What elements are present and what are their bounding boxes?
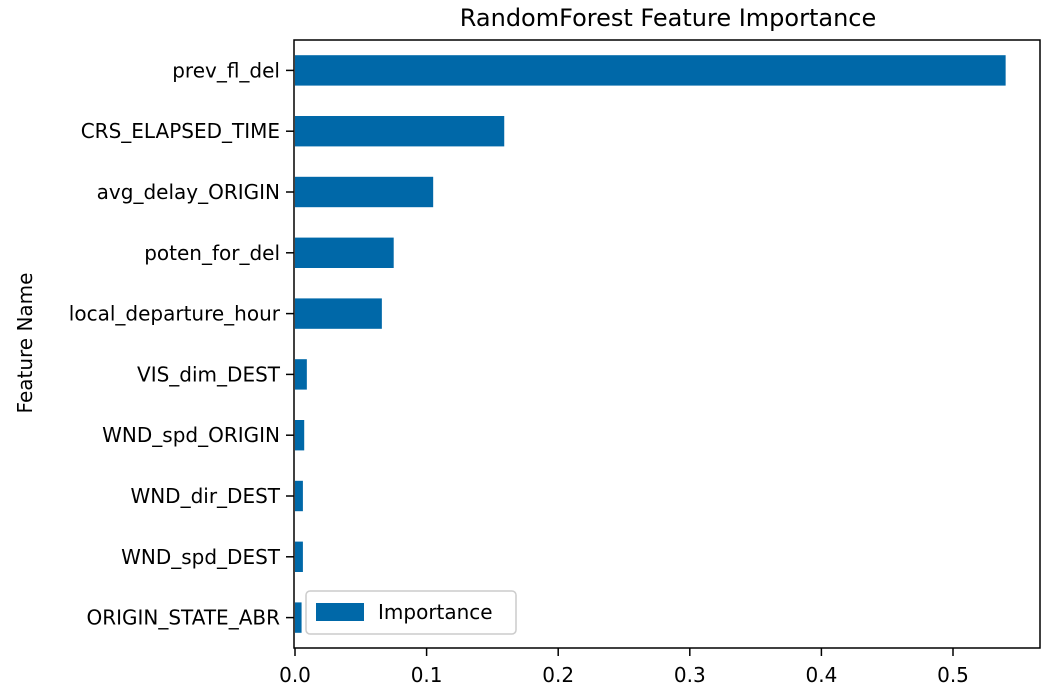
y-tick-label: WND_spd_ORIGIN: [102, 423, 280, 447]
legend: Importance: [305, 590, 517, 635]
y-tick-label: CRS_ELAPSED_TIME: [81, 119, 280, 143]
y-tick-label: VIS_dim_DEST: [137, 362, 281, 386]
y-tick-label: prev_fl_del: [172, 58, 280, 82]
bar-poten_for_del: [295, 237, 394, 268]
bars-layer: [295, 55, 1006, 633]
x-tick-label: 0.3: [674, 663, 706, 687]
x-tick-label: 0.2: [542, 663, 574, 687]
bar-ORIGIN_STATE_ABR: [295, 602, 302, 633]
y-tick-label: WND_spd_DEST: [121, 545, 281, 569]
bar-WND_dir_DEST: [295, 480, 303, 512]
bar-WND_spd_DEST: [295, 541, 303, 572]
bar-prev_fl_del: [295, 55, 1006, 86]
y-tick-label: local_departure_hour: [69, 302, 281, 326]
bar-VIS_dim_DEST: [295, 359, 307, 390]
y-tick-label: ORIGIN_STATE_ABR: [86, 606, 280, 630]
y-tick-label: WND_dir_DEST: [130, 484, 280, 508]
x-tick-label: 0.5: [937, 663, 969, 687]
y-axis-title: Feature Name: [13, 273, 37, 414]
bar-CRS_ELAPSED_TIME: [295, 116, 505, 147]
y-tick-label: avg_delay_ORIGIN: [97, 180, 280, 204]
y-tick-label: poten_for_del: [144, 241, 280, 265]
x-axis: 0.0 0.1 0.2 0.3 0.4 0.5: [279, 648, 969, 687]
legend-swatch-importance: [316, 603, 364, 621]
bar-avg_delay_ORIGIN: [295, 176, 434, 208]
bar-WND_spd_ORIGIN: [295, 420, 305, 451]
chart-title: RandomForest Feature Importance: [460, 4, 877, 32]
x-tick-label: 0.4: [805, 663, 837, 687]
bar-local_departure_hour: [295, 298, 382, 329]
x-tick-label: 0.0: [279, 663, 311, 687]
y-axis: prev_fl_del CRS_ELAPSED_TIME avg_delay_ORI…: [69, 58, 294, 630]
legend-label-importance: Importance: [378, 600, 493, 624]
legend-box: [305, 590, 517, 635]
plot-frame: [293, 39, 1041, 649]
x-tick-label: 0.1: [411, 663, 443, 687]
